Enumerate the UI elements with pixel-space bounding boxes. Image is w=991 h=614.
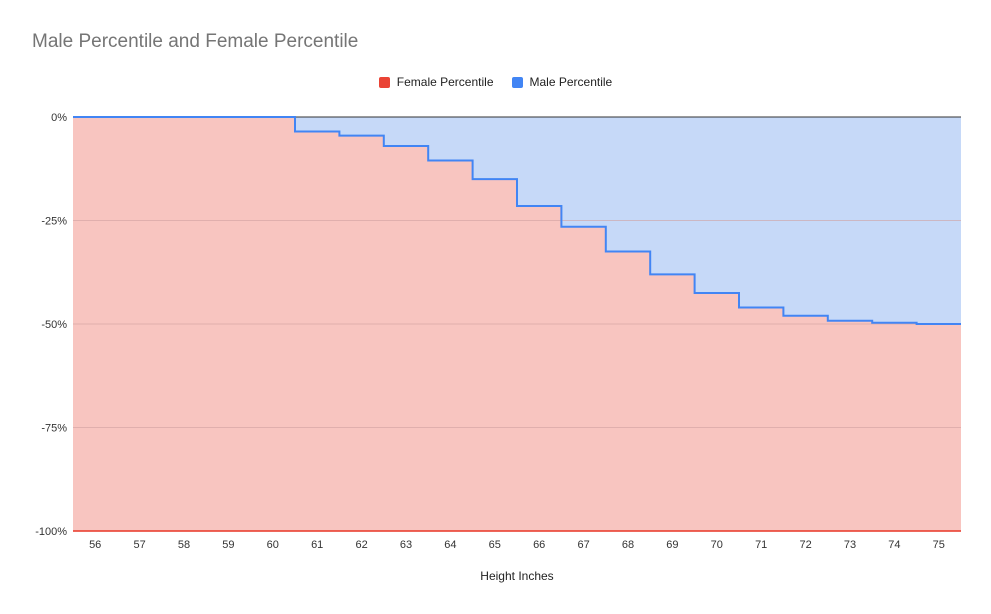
- x-tick-label: 73: [844, 539, 856, 551]
- x-tick-label: 72: [799, 539, 811, 551]
- y-tick-label: -50%: [41, 319, 67, 331]
- legend-label-male: Male Percentile: [529, 75, 613, 89]
- legend-item-female[interactable]: Female Percentile: [378, 75, 494, 89]
- chart-title: Male Percentile and Female Percentile: [32, 31, 359, 52]
- x-tick-label: 71: [755, 539, 767, 551]
- y-tick-label: -75%: [41, 423, 67, 435]
- x-tick-label: 66: [533, 539, 545, 551]
- x-tick-label: 58: [178, 539, 190, 551]
- y-tick-label: -100%: [35, 526, 67, 538]
- x-tick-label: 74: [888, 539, 900, 551]
- y-tick-label: 0%: [51, 112, 67, 124]
- x-tick-label: 67: [577, 539, 589, 551]
- x-tick-label: 62: [355, 539, 367, 551]
- x-tick-label: 75: [933, 539, 945, 551]
- y-tick-label: -25%: [41, 216, 67, 228]
- legend-item-male[interactable]: Male Percentile: [511, 75, 613, 89]
- x-tick-label: 70: [711, 539, 723, 551]
- x-tick-label: 63: [400, 539, 412, 551]
- male-series-line: [73, 116, 961, 325]
- x-tick-label: 57: [133, 539, 145, 551]
- x-tick-label: 68: [622, 539, 634, 551]
- x-tick-label: 65: [489, 539, 501, 551]
- legend-swatch-female: [378, 76, 390, 88]
- legend-swatch-male: [511, 76, 523, 88]
- chart-legend: Female Percentile Male Percentile: [0, 73, 991, 91]
- x-tick-label: 56: [89, 539, 101, 551]
- x-tick-label: 59: [222, 539, 234, 551]
- x-tick-label: 64: [444, 539, 456, 551]
- x-tick-label: 60: [267, 539, 279, 551]
- male-area: [73, 117, 961, 324]
- x-tick-label: 69: [666, 539, 678, 551]
- legend-label-female: Female Percentile: [396, 75, 494, 89]
- x-axis-label: Height Inches: [480, 569, 553, 583]
- x-tick-label: 61: [311, 539, 323, 551]
